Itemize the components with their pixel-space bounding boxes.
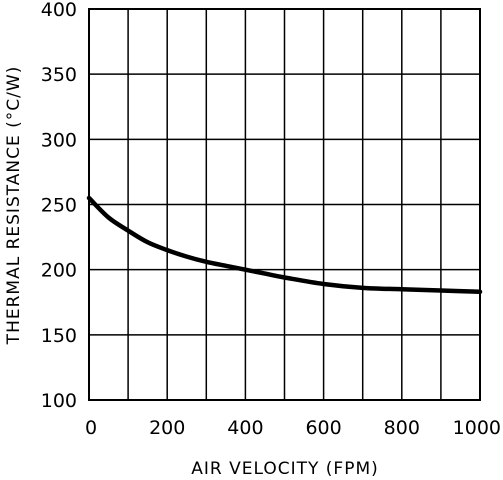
x-tick-labels: 0 200 400 600 800 1000 <box>85 417 501 439</box>
x-tick-label: 200 <box>149 417 185 439</box>
series-layer <box>86 195 483 295</box>
x-tick-label: 800 <box>384 417 420 439</box>
plot-frame <box>88 8 481 401</box>
x-tick-label: 1000 <box>453 417 501 439</box>
y-tick-label: 300 <box>41 129 77 151</box>
y-tick-label: 350 <box>41 64 77 86</box>
x-tick-label: 400 <box>227 417 263 439</box>
x-tick-label: 0 <box>85 417 97 439</box>
series-line <box>86 195 483 295</box>
x-axis-title: AIR VELOCITY (FPM) <box>191 459 379 479</box>
y-tick-labels: 100 150 200 250 300 350 400 <box>41 0 77 412</box>
y-tick-label: 250 <box>41 195 77 217</box>
y-tick-label: 100 <box>41 390 77 412</box>
y-axis-title: THERMAL RESISTANCE (°C/W) <box>4 66 24 346</box>
x-tick-label: 600 <box>305 417 341 439</box>
grid <box>89 9 480 400</box>
y-tick-label: 400 <box>41 0 77 21</box>
y-tick-label: 150 <box>41 325 77 347</box>
y-tick-label: 200 <box>41 260 77 282</box>
